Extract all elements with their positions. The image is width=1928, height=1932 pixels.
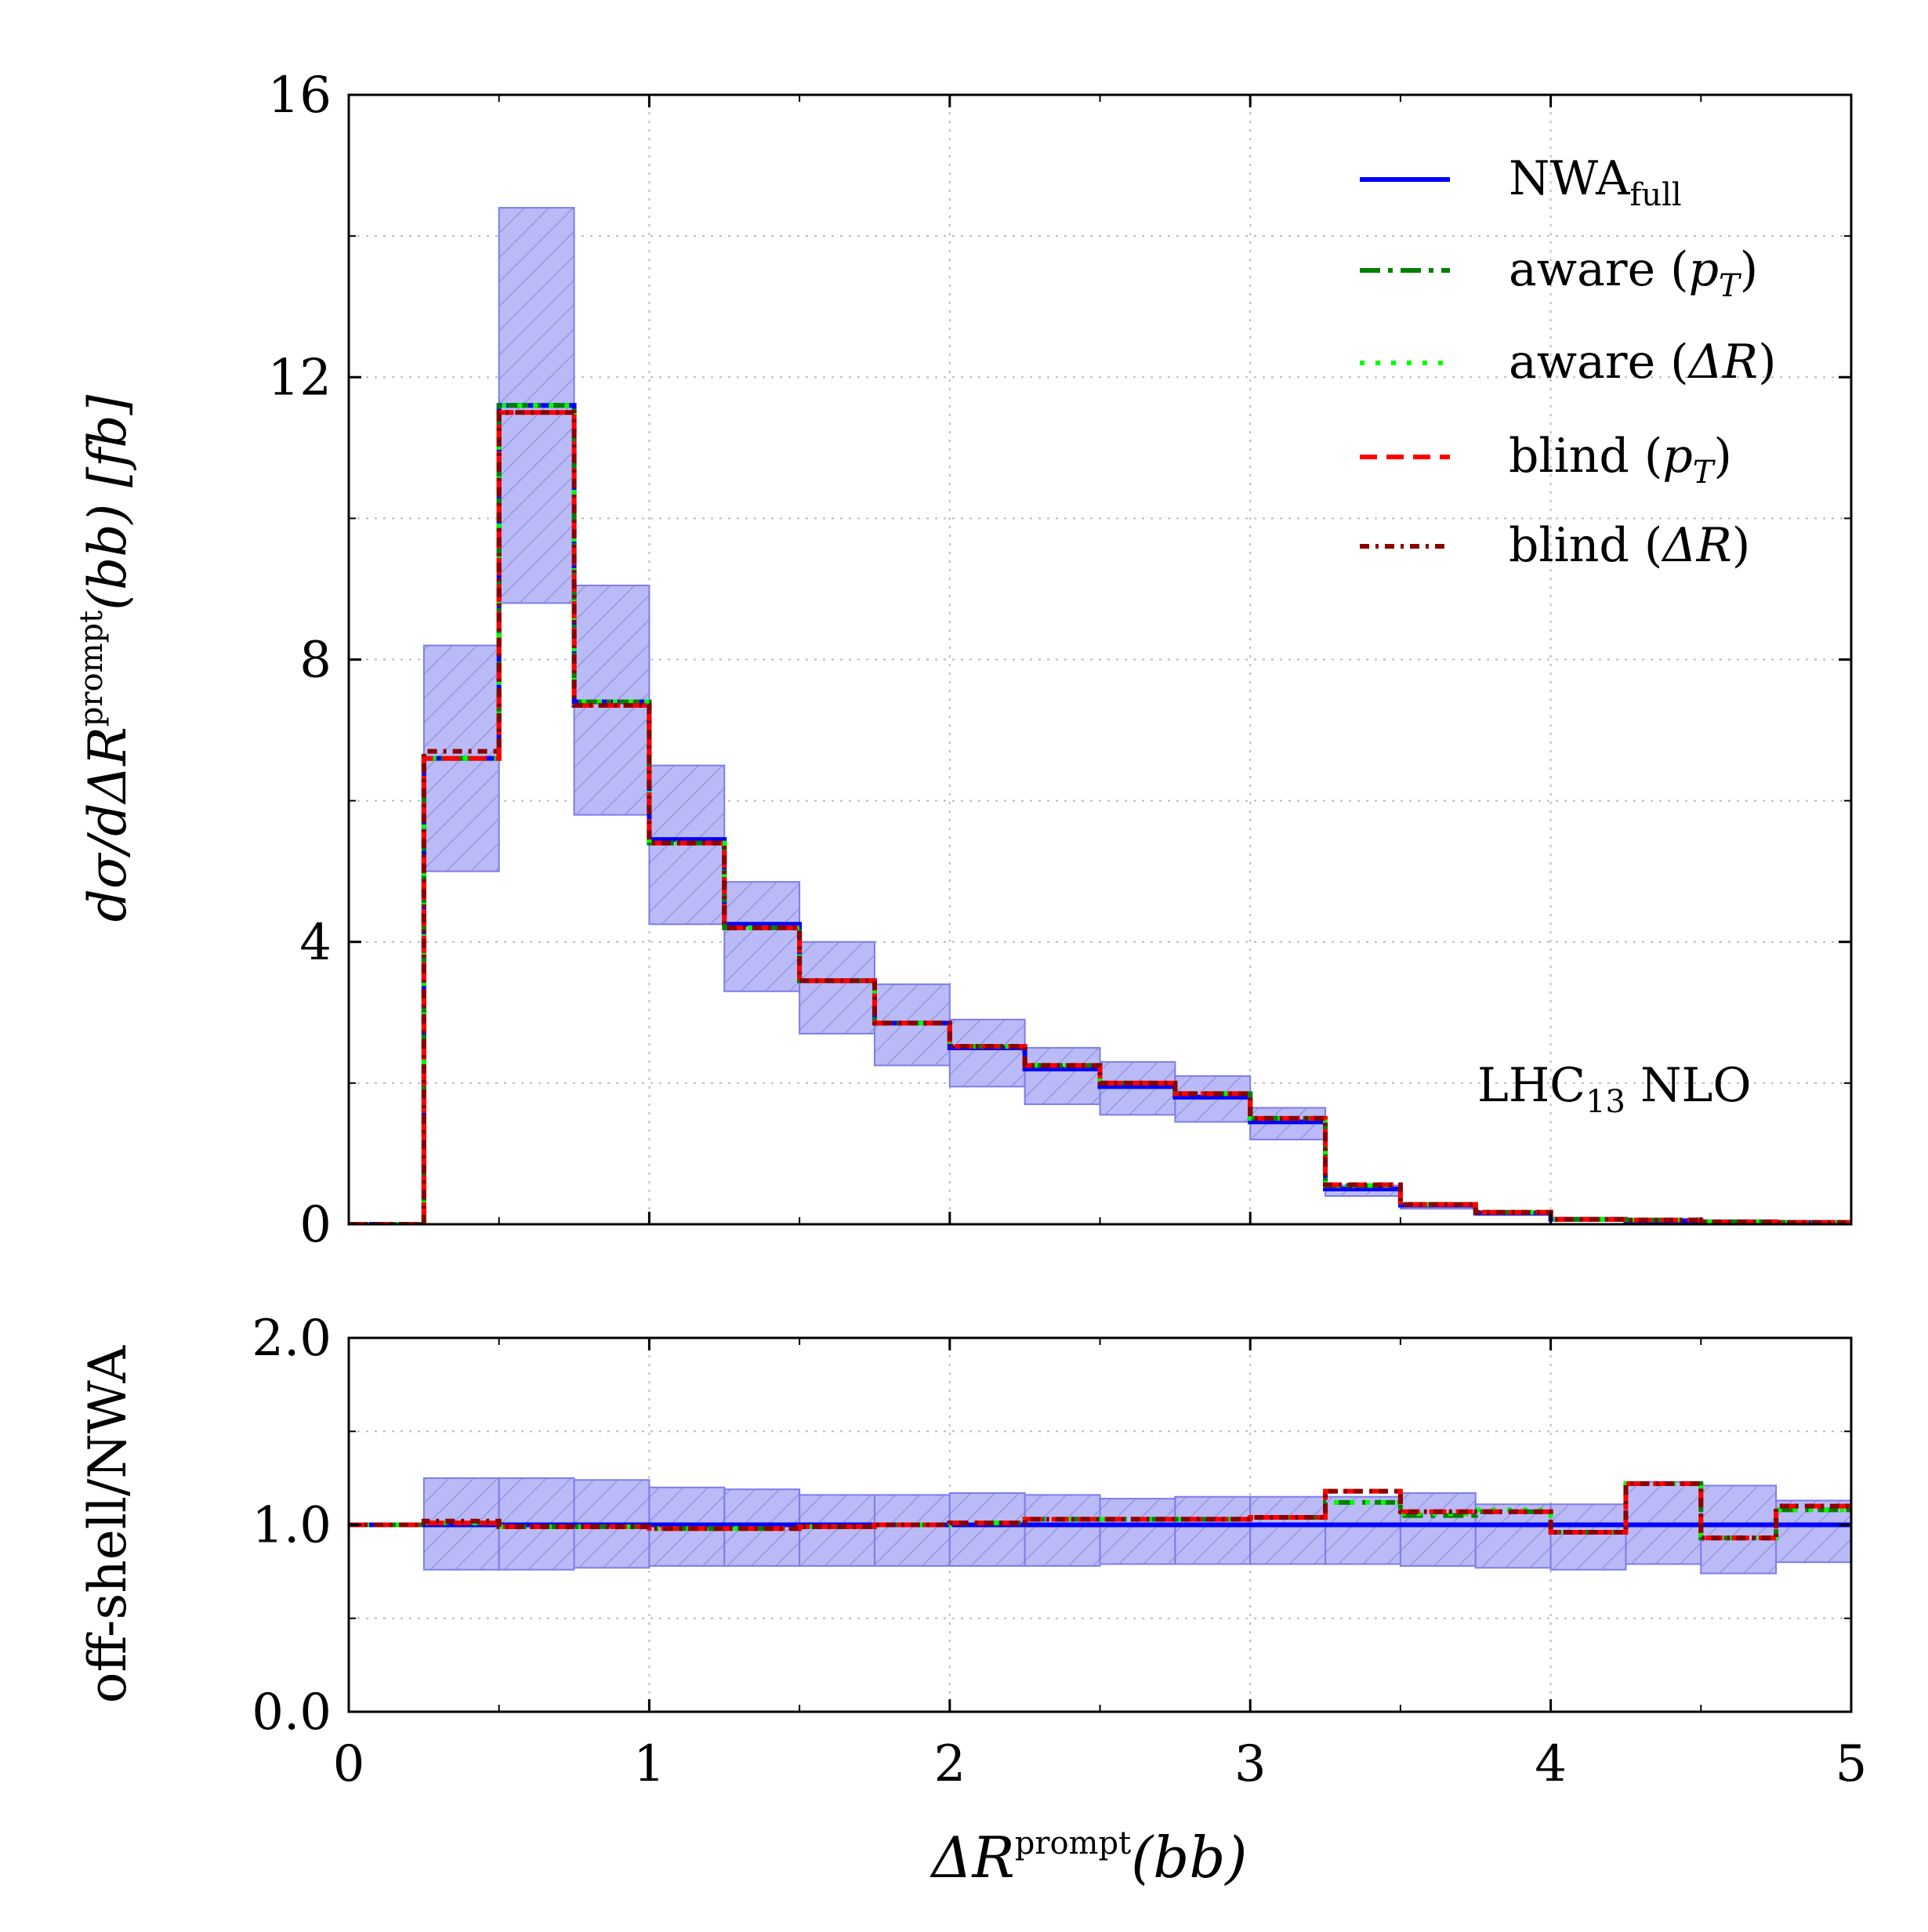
band-bin: [1325, 1495, 1401, 1565]
ratio-series-lines: [349, 1481, 1851, 1541]
ratio-ticks: 0.0 1.0 2.0 0 1 2 3 4 5: [252, 1310, 1867, 1793]
band-bin: [1174, 1495, 1252, 1565]
band-bin: [799, 1494, 875, 1567]
y-tick-label: 16: [268, 67, 332, 125]
svg-text:aware (ΔR): aware (ΔR): [1509, 335, 1777, 390]
svg-text:blind (pT): blind (pT): [1509, 429, 1732, 491]
band-bin: [873, 1494, 951, 1567]
band-bin: [799, 941, 875, 1035]
y-tick-label: 2.0: [252, 1310, 332, 1368]
band-bin: [1775, 1499, 1851, 1564]
band-bin: [1399, 1492, 1477, 1567]
lhc-annotation: LHC13 NLO: [1477, 1058, 1752, 1120]
svg-text:NWAfull: NWAfull: [1509, 151, 1682, 213]
x-tick-label: 3: [1234, 1735, 1267, 1793]
y-tick-label: 4: [299, 914, 332, 972]
x-tick-label: 2: [933, 1735, 966, 1793]
y-tick-label: 12: [268, 349, 332, 407]
band-bin: [948, 1018, 1026, 1088]
y-tick-label: 8: [299, 632, 332, 690]
band-bin: [1549, 1503, 1627, 1571]
ratio-uncertainty-band: [422, 1477, 1851, 1575]
band-bin: [1024, 1494, 1101, 1567]
series-line-4: [349, 1481, 1851, 1541]
legend-entry-blind-dr: blind (ΔR): [1360, 518, 1750, 573]
y-tick-label: 1.0: [252, 1497, 332, 1555]
main-series-lines: [349, 403, 1851, 1224]
main-ticks: 0 4 8 12 16: [268, 67, 1853, 1254]
svg-text:blind (ΔR): blind (ΔR): [1509, 518, 1750, 573]
legend-entry-blind-pt: blind (pT): [1360, 429, 1732, 491]
legend-entry-nwa-full: NWAfull: [1360, 151, 1682, 213]
main-y-axis-label: dσ/dΔRprompt(bb) [fb]: [74, 394, 138, 922]
legend: NWAfull aware (pT) aware (ΔR) blind (pT)…: [1360, 151, 1777, 573]
band-bin: [1700, 1484, 1778, 1575]
y-tick-label: 0.0: [252, 1684, 332, 1742]
band-bin: [1474, 1503, 1552, 1569]
x-tick-label: 4: [1535, 1735, 1567, 1793]
x-tick-label: 5: [1836, 1735, 1868, 1793]
x-tick-label: 1: [633, 1735, 665, 1793]
band-bin: [1099, 1498, 1176, 1565]
series-line-4: [349, 410, 1851, 1224]
band-bin: [723, 881, 801, 992]
band-bin: [1024, 1046, 1101, 1105]
x-tick-label: 0: [333, 1735, 365, 1793]
legend-entry-aware-pt: aware (pT): [1360, 242, 1758, 304]
band-bin: [948, 1492, 1026, 1567]
x-axis-label: ΔRprompt(bb): [930, 1825, 1248, 1890]
y-tick-label: 0: [299, 1196, 332, 1254]
band-bin: [1249, 1495, 1327, 1565]
ratio-y-axis-label: off-shell/NWA: [78, 1344, 138, 1703]
legend-entry-aware-dr: aware (ΔR): [1360, 335, 1777, 390]
svg-text:aware (pT): aware (pT): [1509, 242, 1758, 304]
